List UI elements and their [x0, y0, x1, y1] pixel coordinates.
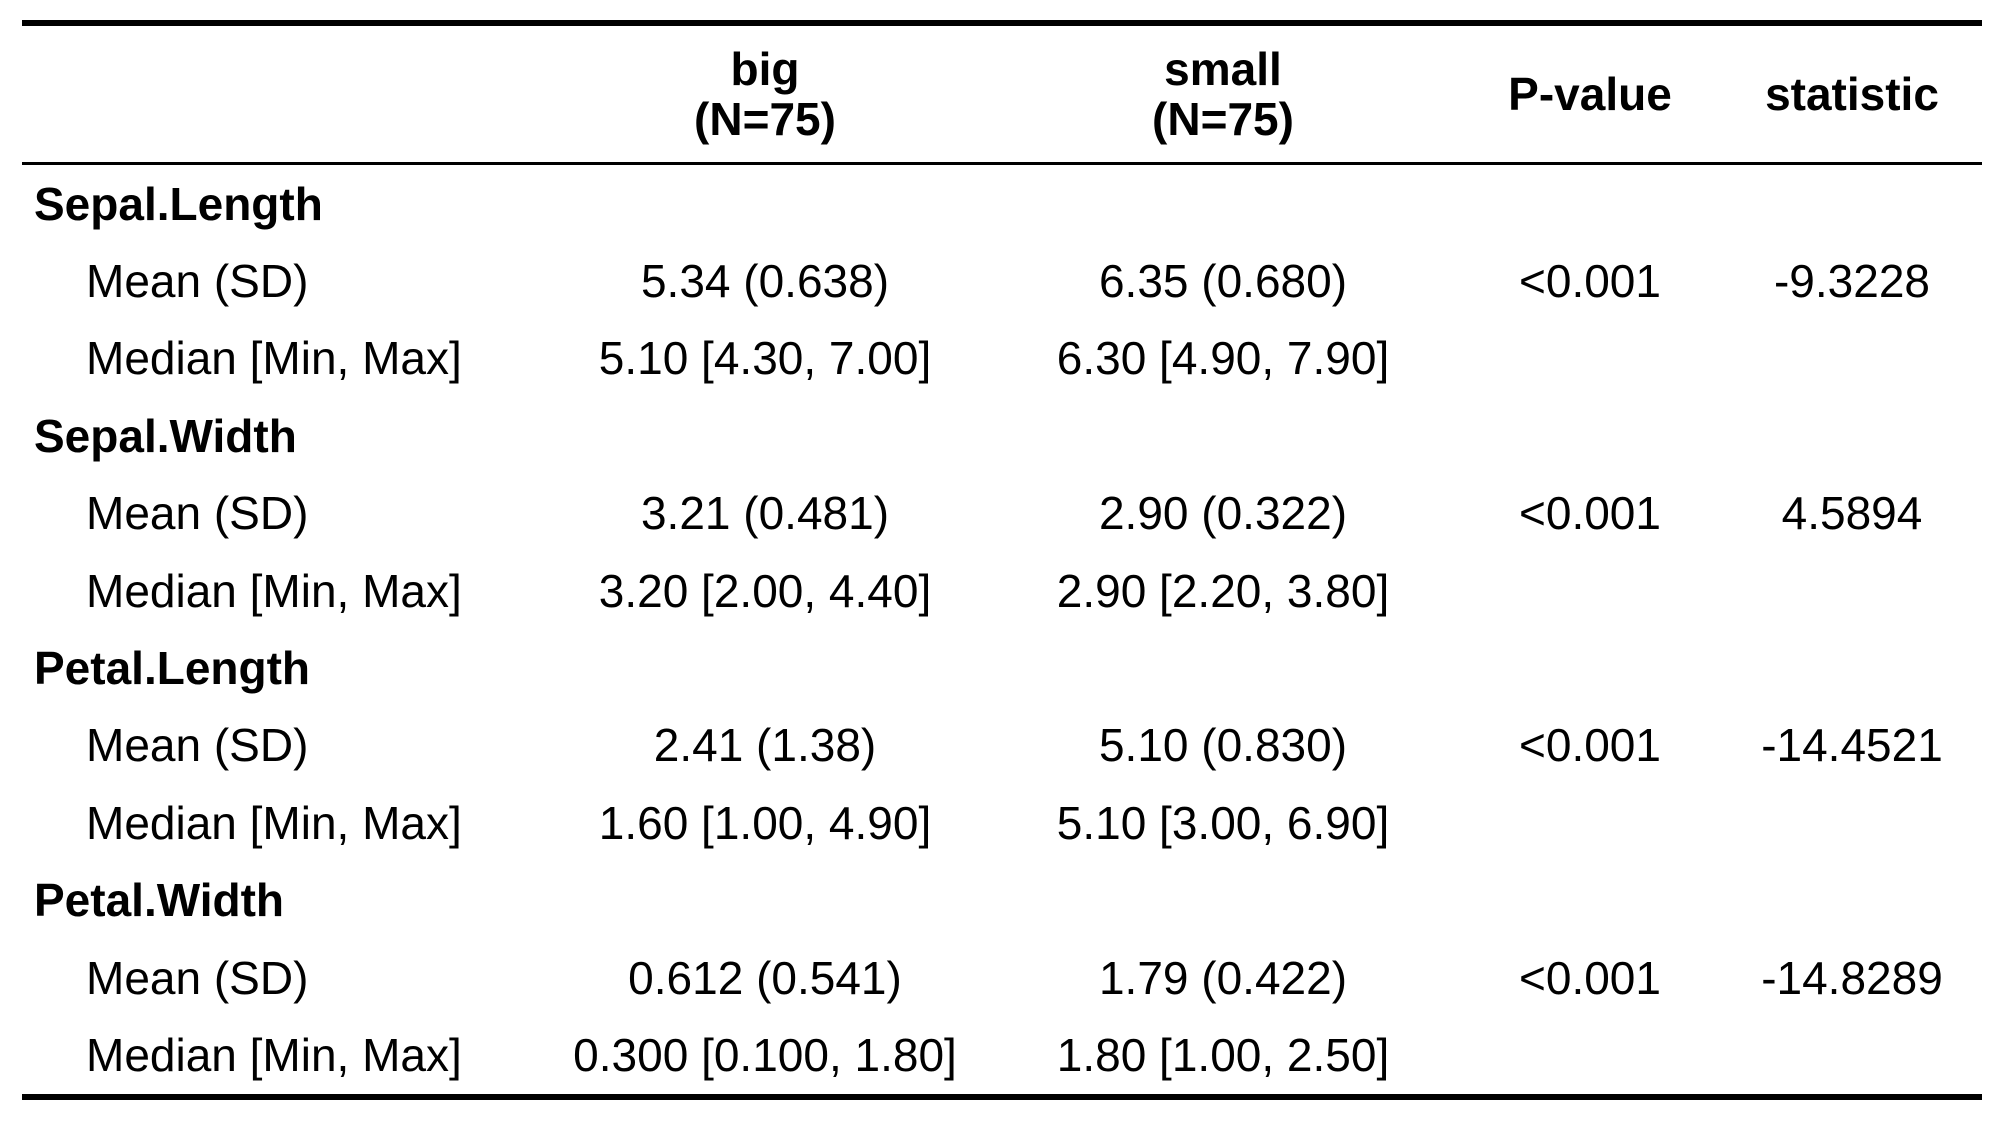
stat-label-mean: Mean (SD)	[86, 255, 309, 308]
table-row: Mean (SD) 3.21 (0.481) 2.90 (0.322) <0.0…	[22, 475, 1982, 552]
table-body: Sepal.Length Mean (SD) 5.34 (0.638) 6.35…	[22, 164, 1982, 1100]
empty-cell	[1722, 320, 1982, 397]
median-small-value: 2.90 [2.20, 3.80]	[1056, 564, 1390, 617]
table-row: Median [Min, Max] 1.60 [1.00, 4.90] 5.10…	[22, 784, 1982, 861]
group-label: Petal.Width	[34, 874, 285, 927]
empty-cell	[1722, 1016, 1982, 1100]
stat-label-mean: Mean (SD)	[86, 487, 309, 540]
header-big-n: (N=75)	[694, 93, 836, 145]
summary-table: big (N=75) small (N=75) P-value statisti…	[22, 20, 1982, 1100]
table-row: Median [Min, Max] 0.300 [0.100, 1.80] 1.…	[22, 1016, 1982, 1100]
group-label: Petal.Length	[34, 642, 311, 695]
mean-small-value: 6.35 (0.680)	[1098, 255, 1348, 308]
table-row: Mean (SD) 2.41 (1.38) 5.10 (0.830) <0.00…	[22, 707, 1982, 784]
table-row: Median [Min, Max] 5.10 [4.30, 7.00] 6.30…	[22, 320, 1982, 397]
median-big-value: 3.20 [2.00, 4.40]	[598, 564, 932, 617]
header-row: big (N=75) small (N=75) P-value statisti…	[22, 26, 1982, 165]
statistic-value: 4.5894	[1781, 487, 1923, 540]
median-small-value: 1.80 [1.00, 2.50]	[988, 1016, 1458, 1100]
header-small: small (N=75)	[988, 26, 1458, 165]
statistic-value: -9.3228	[1773, 255, 1930, 308]
table-header: big (N=75) small (N=75) P-value statisti…	[22, 20, 1982, 165]
empty-cell	[1722, 784, 1982, 861]
pvalue-value: <0.001	[1519, 255, 1661, 308]
group-row-sepal-length: Sepal.Length	[22, 164, 1982, 243]
header-small-name: small	[1164, 43, 1282, 95]
empty-cell	[1722, 552, 1982, 629]
group-row-sepal-width: Sepal.Width	[22, 397, 1982, 474]
group-label: Sepal.Width	[34, 409, 297, 462]
empty-cell	[1458, 1016, 1722, 1100]
stat-label-mean: Mean (SD)	[86, 951, 309, 1004]
mean-big-value: 2.41 (1.38)	[653, 719, 877, 772]
empty-cell	[1458, 784, 1722, 861]
header-statistic: statistic	[1722, 26, 1982, 165]
median-big-value: 5.10 [4.30, 7.00]	[598, 332, 932, 385]
stat-label-median: Median [Min, Max]	[86, 796, 462, 849]
stat-label-median: Median [Min, Max]	[86, 332, 462, 385]
empty-cell	[1458, 552, 1722, 629]
mean-small-value: 1.79 (0.422)	[1098, 951, 1348, 1004]
table-row: Mean (SD) 0.612 (0.541) 1.79 (0.422) <0.…	[22, 939, 1982, 1016]
group-label: Sepal.Length	[34, 177, 323, 230]
header-pvalue: P-value	[1458, 26, 1722, 165]
header-label-cell	[22, 26, 542, 165]
mean-big-value: 3.21 (0.481)	[640, 487, 890, 540]
median-small-value: 5.10 [3.00, 6.90]	[1056, 796, 1390, 849]
mean-big-value: 5.34 (0.638)	[640, 255, 890, 308]
mean-small-value: 2.90 (0.322)	[1098, 487, 1348, 540]
mean-small-value: 5.10 (0.830)	[1098, 719, 1348, 772]
table-row: Median [Min, Max] 3.20 [2.00, 4.40] 2.90…	[22, 552, 1982, 629]
table-row: Mean (SD) 5.34 (0.638) 6.35 (0.680) <0.0…	[22, 242, 1982, 319]
stat-label-median: Median [Min, Max]	[86, 564, 462, 617]
pvalue-value: <0.001	[1519, 487, 1661, 540]
pvalue-value: <0.001	[1519, 951, 1661, 1004]
group-row-petal-length: Petal.Length	[22, 629, 1982, 706]
mean-big-value: 0.612 (0.541)	[628, 951, 902, 1004]
stat-label-median: Median [Min, Max]	[22, 1016, 542, 1100]
median-small-value: 6.30 [4.90, 7.90]	[1056, 332, 1390, 385]
header-big-name: big	[730, 43, 800, 95]
summary-table-container: big (N=75) small (N=75) P-value statisti…	[22, 20, 1982, 1100]
statistic-value: -14.4521	[1761, 719, 1943, 772]
empty-cell	[1458, 320, 1722, 397]
statistic-value: -14.8289	[1761, 951, 1943, 1004]
pvalue-value: <0.001	[1519, 719, 1661, 772]
median-big-value: 1.60 [1.00, 4.90]	[598, 796, 932, 849]
stat-label-mean: Mean (SD)	[86, 719, 309, 772]
median-big-value: 0.300 [0.100, 1.80]	[542, 1016, 988, 1100]
header-small-n: (N=75)	[1152, 93, 1294, 145]
group-row-petal-width: Petal.Width	[22, 862, 1982, 939]
header-big: big (N=75)	[542, 26, 988, 165]
